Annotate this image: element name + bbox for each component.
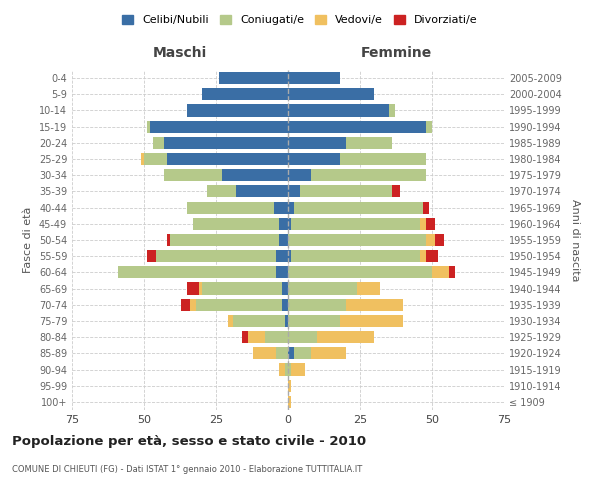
Text: COMUNE DI CHIEUTI (FG) - Dati ISTAT 1° gennaio 2010 - Elaborazione TUTTITALIA.IT: COMUNE DI CHIEUTI (FG) - Dati ISTAT 1° g… [12,465,362,474]
Bar [277,266,288,278]
Bar [288,218,291,230]
Bar [288,72,340,84]
Bar [288,380,291,392]
Bar [288,202,294,213]
Bar [187,282,199,294]
Bar [288,234,426,246]
Bar [288,315,340,327]
Bar [311,348,346,360]
Bar [181,298,190,311]
Bar [288,186,299,198]
Bar [288,169,311,181]
Bar [288,266,432,278]
Bar [199,282,202,294]
Bar [285,364,288,376]
Bar [426,234,435,246]
Bar [253,348,277,360]
Bar [277,250,288,262]
Bar [432,266,449,278]
Bar [357,282,380,294]
Bar [147,250,155,262]
Bar [164,169,222,181]
Bar [288,153,340,165]
Bar [208,186,236,198]
Bar [152,137,164,149]
Bar [141,153,144,165]
Y-axis label: Anni di nascita: Anni di nascita [570,198,580,281]
Bar [282,282,288,294]
Text: Popolazione per età, sesso e stato civile - 2010: Popolazione per età, sesso e stato civil… [12,435,366,448]
Bar [202,282,282,294]
Bar [227,315,233,327]
Bar [277,348,288,360]
Bar [291,364,305,376]
Bar [164,137,288,149]
Bar [288,88,374,101]
Bar [288,250,291,262]
Bar [187,104,288,117]
Bar [294,348,311,360]
Bar [280,364,285,376]
Legend: Celibi/Nubili, Coniugati/e, Vedovi/e, Divorziati/e: Celibi/Nubili, Coniugati/e, Vedovi/e, Di… [118,10,482,30]
Bar [426,250,438,262]
Bar [150,120,288,132]
Bar [236,186,288,198]
Bar [288,396,291,408]
Bar [274,202,288,213]
Bar [242,331,248,343]
Text: Maschi: Maschi [153,46,207,60]
Bar [311,169,426,181]
Bar [233,315,285,327]
Bar [167,234,170,246]
Bar [170,234,280,246]
Bar [424,202,429,213]
Bar [288,348,294,360]
Y-axis label: Fasce di età: Fasce di età [23,207,33,273]
Bar [346,137,392,149]
Bar [299,186,392,198]
Bar [155,250,277,262]
Bar [190,298,196,311]
Text: Femmine: Femmine [361,46,431,60]
Bar [282,298,288,311]
Bar [340,153,426,165]
Bar [248,331,265,343]
Bar [288,364,291,376]
Bar [288,120,426,132]
Bar [147,120,150,132]
Bar [346,298,403,311]
Bar [288,104,389,117]
Bar [291,250,421,262]
Bar [118,266,277,278]
Bar [435,234,443,246]
Bar [426,120,432,132]
Bar [449,266,455,278]
Bar [144,153,167,165]
Bar [294,202,424,213]
Bar [167,153,288,165]
Bar [265,331,288,343]
Bar [421,250,426,262]
Bar [389,104,395,117]
Bar [288,331,317,343]
Bar [288,282,357,294]
Bar [426,218,435,230]
Bar [219,72,288,84]
Bar [285,315,288,327]
Bar [317,331,374,343]
Bar [340,315,403,327]
Bar [288,298,346,311]
Bar [222,169,288,181]
Bar [202,88,288,101]
Bar [193,218,280,230]
Bar [288,137,346,149]
Bar [280,234,288,246]
Bar [280,218,288,230]
Bar [196,298,282,311]
Bar [187,202,274,213]
Bar [421,218,426,230]
Bar [392,186,400,198]
Bar [291,218,421,230]
